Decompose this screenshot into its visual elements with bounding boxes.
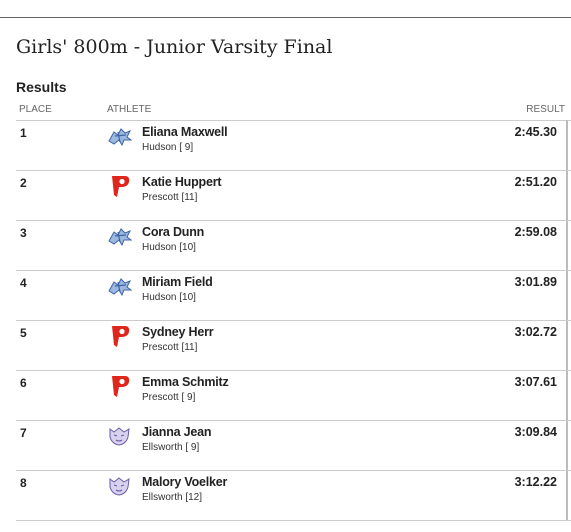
column-header: PLACE <box>19 104 52 115</box>
team-logo <box>106 223 133 249</box>
place: 7 <box>20 426 27 440</box>
athlete-school: Prescott [11] <box>142 342 198 353</box>
athlete-name: Malory Voelker <box>142 475 228 489</box>
top-rule <box>0 17 571 18</box>
athlete-name: Katie Huppert <box>142 175 222 189</box>
column-header: ATHLETE <box>107 104 152 115</box>
place: 3 <box>20 226 27 240</box>
row-divider <box>16 320 571 321</box>
column-header: RESULT <box>526 104 565 115</box>
row-divider <box>16 370 571 371</box>
athlete-name: Eliana Maxwell <box>142 125 228 139</box>
athlete-name: Cora Dunn <box>142 225 205 239</box>
result-time: 2:51.20 <box>514 175 557 189</box>
athlete-school: Hudson [ 9] <box>142 142 194 153</box>
team-logo <box>106 273 133 299</box>
place: 4 <box>20 276 27 290</box>
place: 8 <box>20 476 27 490</box>
place: 2 <box>20 176 27 190</box>
athlete-name: Jianna Jean <box>142 425 212 439</box>
athlete-school: Hudson [10] <box>142 292 196 303</box>
athlete-school: Prescott [11] <box>142 192 198 203</box>
row-divider <box>16 520 571 521</box>
result-time: 3:09.84 <box>514 425 557 439</box>
place: 5 <box>20 326 27 340</box>
place: 1 <box>20 126 27 140</box>
athlete-school: Ellsworth [12] <box>142 492 203 503</box>
row-divider <box>16 170 571 171</box>
team-logo <box>106 173 132 199</box>
result-time: 3:01.89 <box>514 275 557 289</box>
row-divider <box>16 420 571 421</box>
event-title: Girls' 800m - Junior Varsity Final <box>16 36 333 58</box>
athlete-name: Miriam Field <box>142 275 213 289</box>
team-logo <box>106 423 132 449</box>
team-logo <box>106 123 133 149</box>
section-heading: Results <box>16 79 67 95</box>
athlete-school: Hudson [10] <box>142 242 196 253</box>
result-time: 2:59.08 <box>514 225 557 239</box>
athlete-name: Sydney Herr <box>142 325 214 339</box>
result-time: 3:12.22 <box>514 475 557 489</box>
row-divider <box>16 270 571 271</box>
athlete-school: Ellsworth [ 9] <box>142 442 200 453</box>
team-logo <box>106 373 132 399</box>
result-time: 2:45.30 <box>514 125 557 139</box>
athlete-school: Prescott [ 9] <box>142 392 196 403</box>
row-divider <box>16 120 571 121</box>
place: 6 <box>20 376 27 390</box>
row-divider <box>16 220 571 221</box>
result-time: 3:02.72 <box>514 325 557 339</box>
result-time: 3:07.61 <box>514 375 557 389</box>
team-logo <box>106 323 132 349</box>
athlete-name: Emma Schmitz <box>142 375 229 389</box>
team-logo <box>106 473 132 499</box>
row-divider <box>16 470 571 471</box>
